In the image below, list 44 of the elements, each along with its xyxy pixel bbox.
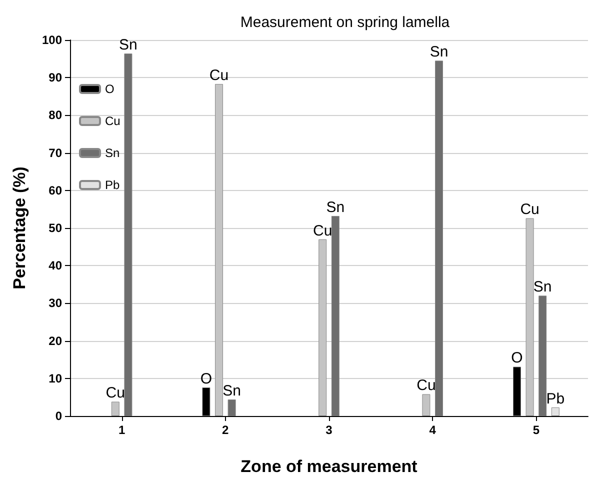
data-label: O <box>511 350 523 367</box>
legend-label: O <box>105 82 114 96</box>
bar <box>435 60 443 416</box>
y-tick-label: 100 <box>42 33 62 47</box>
data-label: Cu <box>416 377 436 394</box>
data-label: Sn <box>430 44 448 61</box>
bar <box>124 54 132 416</box>
x-tick-label: 3 <box>326 423 333 437</box>
x-tick-label: 4 <box>429 423 436 437</box>
legend-label: Pb <box>105 178 120 192</box>
data-label: Sn <box>533 278 552 296</box>
y-tick-label: 30 <box>48 296 62 310</box>
data-label: Sn <box>119 36 138 54</box>
x-tick-label: 5 <box>532 423 540 437</box>
bar <box>538 296 547 416</box>
data-label: Cu <box>520 201 540 218</box>
y-tick-label: 70 <box>48 146 62 160</box>
legend-label: Cu <box>105 114 120 128</box>
y-tick-label: 90 <box>48 70 62 85</box>
chart-title: Measurement on spring lamella <box>240 14 450 31</box>
x-tick-label: 1 <box>118 423 126 437</box>
data-label: Sn <box>326 198 345 216</box>
y-tick-label: 20 <box>48 334 62 348</box>
x-tick-label: 2 <box>222 423 230 437</box>
bar <box>331 216 340 416</box>
y-axis-title: Percentage (%) <box>10 166 29 290</box>
y-tick-label: 0 <box>55 409 62 423</box>
bar <box>111 402 120 416</box>
data-label: Cu <box>209 66 229 84</box>
data-label: O <box>200 370 212 388</box>
y-tick-label: 80 <box>48 108 62 122</box>
data-label: Cu <box>313 222 332 240</box>
data-label: Cu <box>106 384 125 402</box>
data-label: Sn <box>222 382 241 400</box>
x-axis-title: Zone of measurement <box>240 457 418 476</box>
legend-label: Sn <box>105 146 120 160</box>
y-tick-label: 10 <box>48 371 62 386</box>
bar <box>228 399 236 416</box>
bar <box>422 394 430 416</box>
y-tick-label: 60 <box>48 183 62 198</box>
y-tick-label: 50 <box>48 221 62 235</box>
y-tick-label: 40 <box>48 258 62 273</box>
data-label: Pb <box>546 390 565 408</box>
bar <box>551 407 560 416</box>
